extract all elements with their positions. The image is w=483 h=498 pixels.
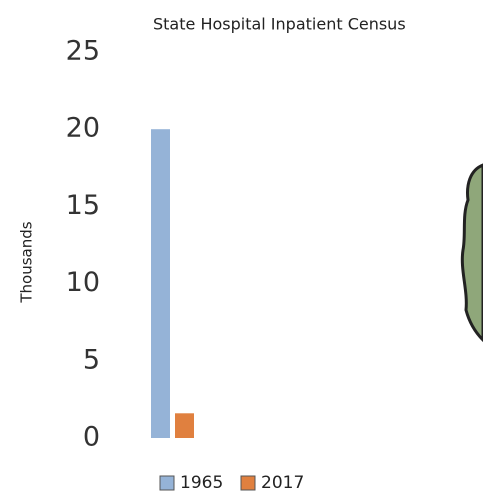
legend-label: 2017 (261, 473, 304, 493)
y-tick-label: 0 (83, 422, 100, 453)
chart-title: State Hospital Inpatient Census (153, 15, 406, 34)
y-tick-label: 5 (83, 344, 100, 375)
y-tick-label: 10 (66, 267, 100, 298)
y-tick-label: 15 (66, 190, 100, 221)
bar (151, 129, 170, 438)
legend-label: 1965 (180, 473, 223, 493)
y-tick-label: 25 (66, 36, 100, 67)
y-axis-label: Thousands (18, 221, 36, 303)
legend-swatch (240, 475, 256, 491)
y-tick-label: 20 (66, 113, 100, 144)
bar (175, 413, 194, 438)
map-decoration (460, 163, 483, 343)
legend-swatch (159, 475, 175, 491)
